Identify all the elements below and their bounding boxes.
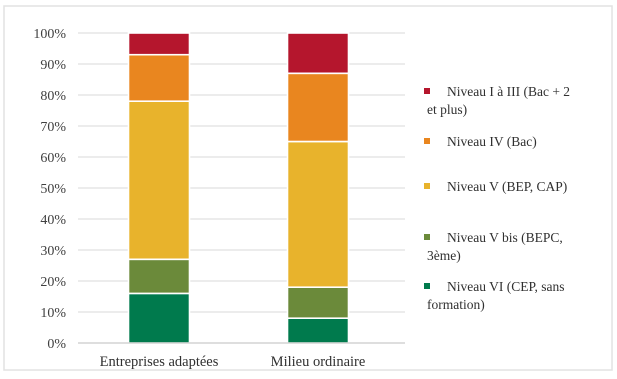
x-axis-category-labels: Entreprises adaptées Milieu ordinaire — [100, 354, 366, 370]
legend-swatch — [424, 88, 430, 94]
y-tick-label: 100% — [33, 27, 66, 42]
legend-label: Niveau VI (CEP, sans — [447, 279, 565, 294]
legend-label: 3ème) — [427, 248, 461, 263]
bar-segment — [286, 32, 350, 75]
legend-swatch — [424, 138, 430, 144]
bar-segment — [127, 32, 191, 56]
y-tick-label: 20% — [40, 275, 66, 290]
legend-label: Niveau V bis (BEPC, — [447, 230, 563, 245]
bar-segment — [127, 258, 191, 295]
y-tick-label: 0% — [47, 337, 66, 352]
bar-segment — [127, 100, 191, 261]
legend-swatch — [424, 283, 430, 289]
legend-label: Niveau V (BEP, CAP) — [447, 179, 567, 194]
x-category-label: Entreprises adaptées — [100, 354, 219, 370]
y-tick-label: 90% — [40, 58, 66, 73]
bars — [127, 32, 350, 344]
y-tick-label: 70% — [40, 120, 66, 135]
y-tick-label: 40% — [40, 213, 66, 228]
legend-label: et plus) — [427, 102, 467, 117]
y-tick-label: 80% — [40, 89, 66, 104]
y-tick-label: 60% — [40, 151, 66, 166]
legend-label: Niveau IV (Bac) — [447, 134, 537, 149]
x-category-label: Milieu ordinaire — [271, 354, 366, 370]
bar-segment — [286, 286, 350, 320]
bar-segment — [127, 53, 191, 103]
legend-swatch — [424, 234, 430, 240]
legend-swatch — [424, 183, 430, 189]
bar-segment — [286, 72, 350, 143]
legend: Niveau I à III (Bac + 2 et plus) Niveau IV… — [424, 84, 570, 312]
y-axis-tick-labels: 0% 10% 20% 30% 40% 50% 60% 70% 80% 90% 100% — [33, 27, 66, 352]
y-tick-label: 10% — [40, 306, 66, 321]
bar-segment — [286, 317, 350, 344]
y-tick-label: 30% — [40, 244, 66, 259]
gridlines — [78, 32, 405, 313]
legend-label: Niveau I à III (Bac + 2 — [447, 84, 570, 99]
bar-segment — [127, 292, 191, 344]
chart-frame — [3, 5, 613, 371]
y-tick-label: 50% — [40, 182, 66, 197]
legend-label: formation) — [427, 297, 485, 312]
bar-segment — [286, 140, 350, 288]
